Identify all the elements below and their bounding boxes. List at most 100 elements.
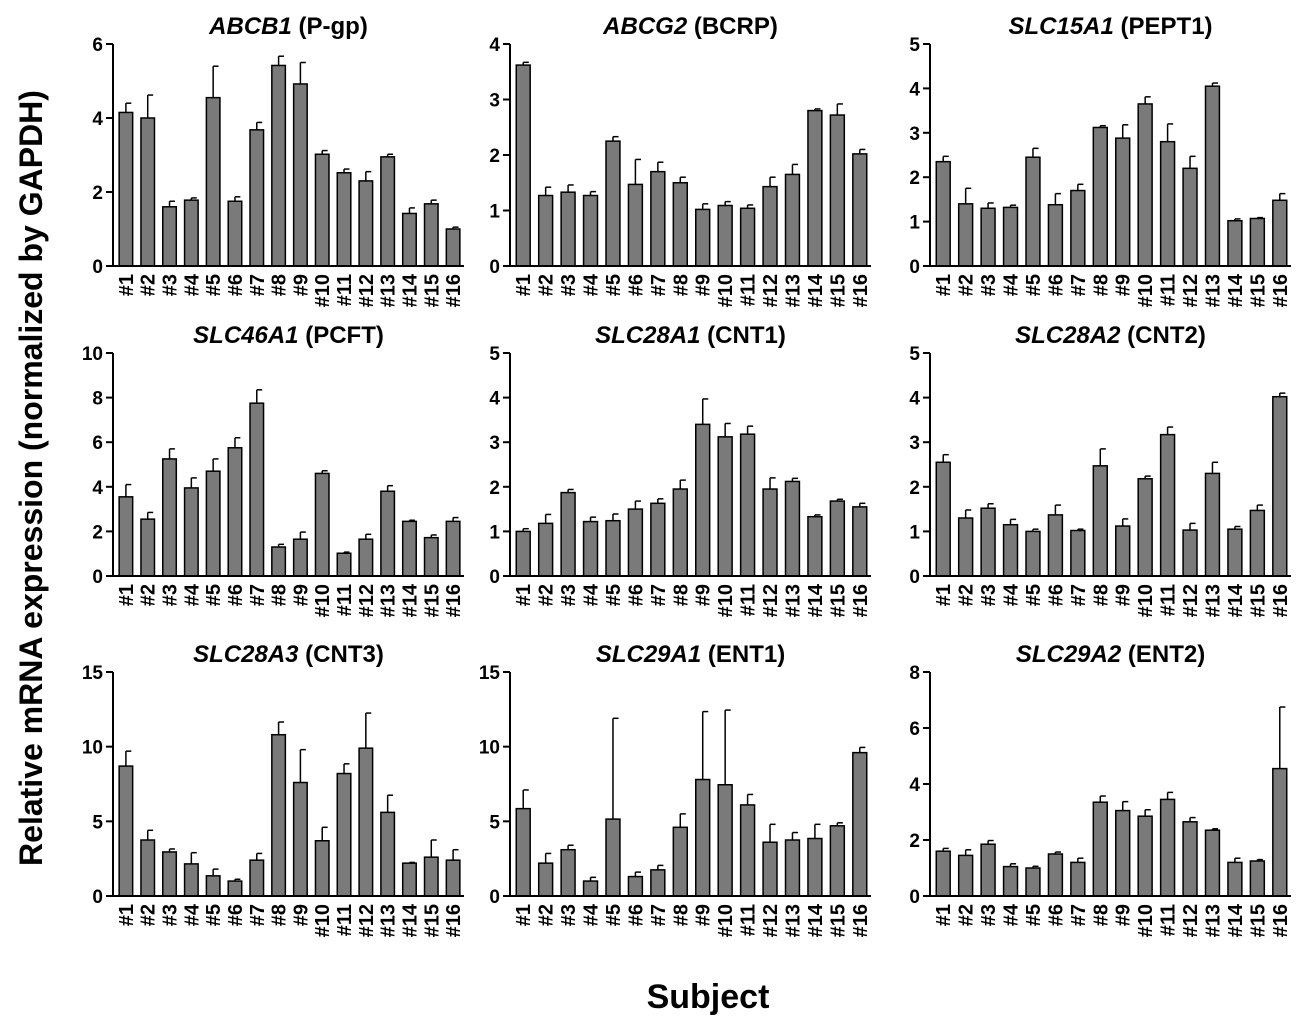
y-tick-label: 1 — [909, 213, 920, 234]
y-tick-label: 4 — [92, 478, 103, 499]
y-tick-label: 4 — [909, 775, 920, 796]
x-tick-label: #13 — [782, 584, 804, 617]
x-tick-label: #6 — [625, 274, 647, 296]
x-tick-label: #5 — [203, 904, 225, 926]
bar — [271, 733, 287, 897]
x-tick-label: #12 — [1180, 274, 1202, 307]
bar — [445, 520, 461, 577]
x-tick-label: #7 — [648, 584, 670, 606]
bar — [183, 487, 199, 577]
y-tick-label: 6 — [92, 35, 103, 56]
x-tick-label: #7 — [1068, 274, 1090, 296]
bar — [118, 765, 134, 897]
bar — [582, 194, 599, 267]
x-tick-label: #7 — [648, 904, 670, 926]
y-tick-label: 5 — [909, 35, 920, 56]
bar — [401, 520, 417, 577]
x-tick-label: #2 — [138, 274, 160, 296]
bar — [162, 851, 178, 897]
x-tick-label: #11 — [334, 274, 356, 306]
x-tick-label: #2 — [956, 584, 978, 606]
x-tick-label: #1 — [116, 584, 138, 606]
bar — [1272, 395, 1288, 577]
bar — [1047, 853, 1064, 897]
x-tick-label: #16 — [443, 274, 465, 307]
x-tick-label: #13 — [378, 584, 400, 617]
x-tick-label: #8 — [269, 904, 291, 926]
x-tick-label: #14 — [1225, 903, 1247, 937]
x-tick-label: #3 — [160, 584, 182, 606]
bar — [807, 515, 823, 577]
bar — [1182, 167, 1198, 267]
x-tick-label: #9 — [693, 274, 715, 296]
y-tick-label: 0 — [909, 257, 920, 278]
panel-title-gene: SLC46A1 — [193, 322, 298, 349]
bar — [560, 191, 576, 267]
bar — [852, 153, 868, 267]
x-tick-label: #14 — [399, 583, 421, 617]
bar — [1159, 140, 1176, 267]
bar — [1115, 525, 1131, 577]
x-tick-label: #7 — [247, 584, 269, 606]
bar — [829, 114, 846, 267]
panel-title: SLC46A1 (PCFT) — [193, 322, 384, 349]
x-tick-label: #11 — [1158, 584, 1180, 616]
y-tick-label: 6 — [92, 433, 103, 454]
x-tick-label: #15 — [1247, 904, 1269, 937]
bar — [1115, 137, 1131, 267]
x-tick-label: #8 — [1090, 274, 1112, 296]
panel-title-gene: SLC15A1 — [1008, 13, 1113, 40]
x-tick-label: #5 — [603, 274, 625, 296]
x-tick-label: #2 — [956, 904, 978, 926]
x-tick-label: #15 — [1247, 584, 1269, 617]
x-tick-label: #16 — [443, 904, 465, 937]
bar — [1002, 523, 1019, 577]
bar — [1002, 206, 1019, 267]
x-tick-label: #16 — [1270, 584, 1292, 617]
y-tick-label: 3 — [909, 124, 920, 145]
x-tick-label: #6 — [225, 584, 247, 606]
panel-title-gene: SLC29A1 — [596, 641, 701, 668]
x-tick-label: #4 — [181, 583, 203, 606]
bar — [762, 841, 778, 897]
bar — [423, 203, 439, 267]
bar — [852, 751, 868, 897]
x-tick-label: #16 — [1270, 274, 1292, 307]
y-tick-label: 15 — [479, 663, 501, 684]
bar — [515, 64, 531, 267]
bar — [672, 182, 688, 267]
x-tick-label: #4 — [181, 273, 203, 296]
y-tick-label: 4 — [92, 109, 103, 130]
bar — [1070, 189, 1086, 267]
y-tick-label: 2 — [92, 183, 103, 204]
panel-title-gene: ABCG2 — [602, 13, 688, 40]
bar — [1002, 865, 1019, 897]
bar — [140, 117, 156, 267]
bar — [336, 772, 352, 897]
x-tick-label: #16 — [850, 274, 872, 307]
y-tick-label: 3 — [489, 433, 500, 454]
y-tick-label: 10 — [479, 738, 500, 759]
panel-title: SLC15A1 (PEPT1) — [1008, 13, 1212, 40]
y-tick-label: 5 — [909, 344, 920, 365]
x-tick-label: #9 — [290, 904, 312, 926]
x-tick-label: #9 — [290, 274, 312, 296]
bar — [672, 488, 688, 577]
bar — [672, 826, 688, 897]
x-tick-label: #4 — [581, 583, 603, 606]
x-tick-label: #14 — [1225, 273, 1247, 307]
bar — [205, 96, 221, 267]
x-tick-label: #11 — [1158, 904, 1180, 936]
x-tick-label: #5 — [603, 584, 625, 606]
x-tick-label: #15 — [827, 584, 849, 617]
x-tick-label: #13 — [1202, 584, 1224, 617]
x-tick-label: #9 — [1113, 274, 1135, 296]
x-tick-label: #10 — [312, 904, 334, 937]
bar — [1272, 767, 1288, 897]
x-tick-label: #4 — [181, 903, 203, 926]
bar — [762, 185, 778, 267]
panel-title-protein: (CNT3) — [299, 641, 384, 668]
